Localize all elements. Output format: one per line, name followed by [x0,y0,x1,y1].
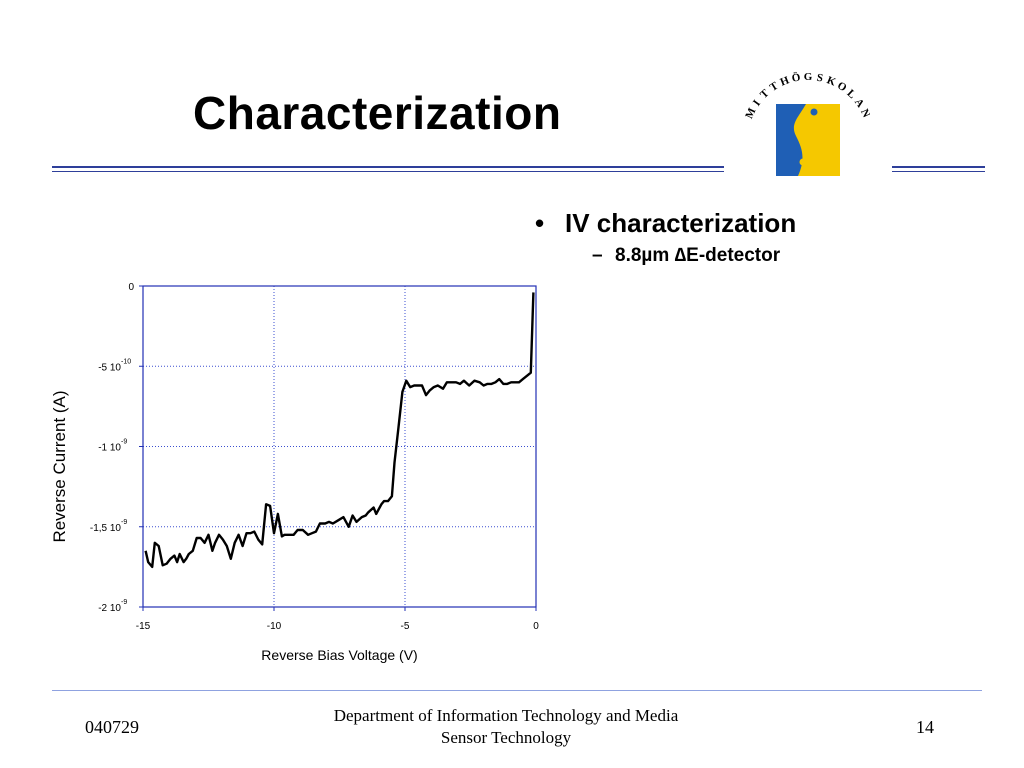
series-line [144,292,535,569]
logo-letter: I [751,98,763,108]
logo-dot-bottom [799,158,807,166]
y-tick-exponent: -9 [121,599,127,606]
y-tick-label: -1 10 [98,443,121,454]
logo-letter: Ö [791,70,802,84]
title-rule-left-sub [52,171,724,172]
y-tick-label: -1,5 10 [90,523,122,534]
y-tick-exponent: -9 [121,439,127,446]
slide-title: Characterization [193,87,562,139]
x-tick-label: -5 [401,621,410,632]
title-rule-right-sub [892,171,985,172]
page-number: 14 [916,717,934,737]
plot-frame [142,285,537,608]
logo-letter: S [816,72,824,85]
bullet-subtext-1: 8.8µm ∆E-detector [615,245,781,266]
bullet-marker: • [535,208,545,238]
bullet-list: • IV characterization –8.8µm ∆E-detector [535,208,796,267]
y-tick-label: -2 10 [98,603,121,614]
logo-blue-shape [776,104,806,176]
x-tick-label: 0 [533,621,539,632]
logo-letter: G [804,71,813,83]
footer-department: Department of Information Technology and… [333,706,679,725]
footer-center: Department of Information Technology and… [250,705,762,749]
logo-dot-top [810,108,818,116]
x-tick-label: -15 [136,621,151,632]
bullet-item-1: • IV characterization [535,208,796,239]
y-axis-label: Reverse Current (A) [50,390,69,542]
bullet-subitem-1: –8.8µm ∆E-detector [592,245,796,267]
footer-subject: Sensor Technology [440,728,572,747]
y-tick-exponent: -9 [121,519,127,526]
y-tick-label: -5 10 [98,362,121,373]
title-rule-left [52,166,724,168]
bullet-text-1: IV characterization [565,208,797,238]
footer-rule [52,690,982,691]
y-tick-label: 0 [128,282,134,293]
footer-date: 040729 [85,717,139,737]
y-tick-exponent: -10 [121,358,131,365]
dash-marker: – [592,245,603,266]
x-tick-label: -10 [267,621,282,632]
x-axis-label: Reverse Bias Voltage (V) [261,647,417,663]
title-rule-right [892,166,985,168]
